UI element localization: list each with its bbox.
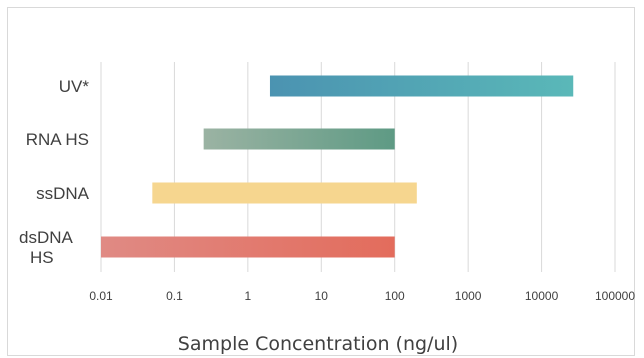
- x-tick-label: 1000: [455, 289, 482, 303]
- x-tick-label: 1: [245, 289, 252, 303]
- x-tick-label: 0.1: [166, 289, 183, 303]
- range-bar: [152, 182, 417, 204]
- tick-labels: 0.01 0.1 1 10 100 1000 10000 100000: [89, 289, 635, 303]
- category-label: ssDNA: [36, 184, 90, 203]
- x-tick-label: 10000: [525, 289, 559, 303]
- x-tick-label: 100000: [595, 289, 635, 303]
- bars: [101, 75, 574, 258]
- category-label: dsDNA HS: [19, 228, 74, 267]
- x-axis-title: Sample Concentration (ng/ul): [178, 333, 458, 355]
- x-tick-label: 10: [315, 289, 329, 303]
- x-tick-label: 100: [385, 289, 405, 303]
- x-tick-label: 0.01: [89, 289, 113, 303]
- category-label: RNA HS: [26, 130, 89, 149]
- category-labels: UV* RNA HS ssDNA dsDNA HS: [19, 77, 90, 267]
- category-label: UV*: [59, 77, 90, 96]
- range-bar: [269, 75, 574, 97]
- range-bar: [203, 128, 395, 150]
- range-bar: [101, 236, 395, 258]
